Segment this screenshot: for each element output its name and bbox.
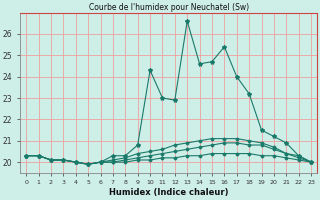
Title: Courbe de l'humidex pour Neuchatel (Sw): Courbe de l'humidex pour Neuchatel (Sw) bbox=[89, 3, 249, 12]
X-axis label: Humidex (Indice chaleur): Humidex (Indice chaleur) bbox=[109, 188, 228, 197]
